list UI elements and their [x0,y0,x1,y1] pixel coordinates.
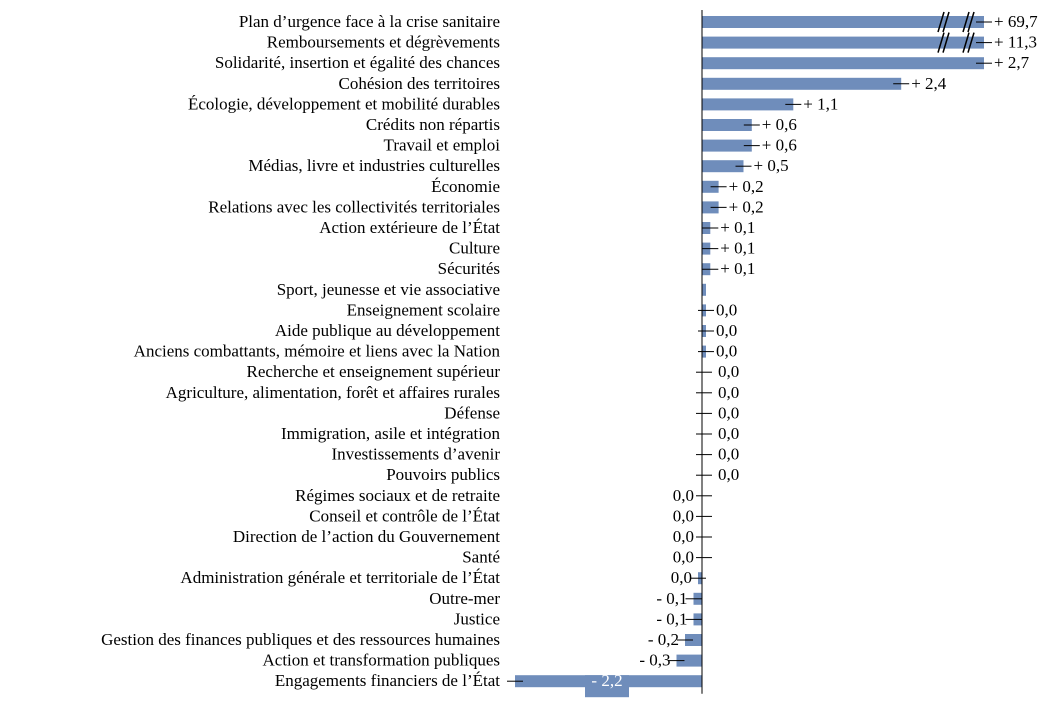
value-label: - 0,1 [656,589,687,608]
value-label: 0,0 [673,506,694,525]
value-label: + 0,2 [729,177,764,196]
value-label: 0,0 [718,465,739,484]
bar [702,16,984,28]
axis-breaks-layer [937,11,975,53]
category-label: Défense [444,403,500,422]
category-label: Culture [449,239,500,258]
value-label: + 2,4 [911,74,947,93]
axis-break-mark [937,32,950,53]
value-label: 0,0 [671,568,692,587]
category-label: Santé [462,548,500,567]
value-label: 0,0 [718,445,739,464]
axis-break-mark [937,11,950,33]
category-label: Recherche et enseignement supérieur [247,362,501,381]
category-label: Régimes sociaux et de retraite [295,486,500,505]
bar [702,98,794,111]
bar [702,36,984,49]
value-label: + 0,1 [720,218,755,237]
category-label: Action extérieure de l’État [319,218,500,237]
axis-break-mark [962,11,975,33]
category-label: Investissements d’avenir [331,445,500,464]
category-label: Travail et emploi [384,136,501,155]
bar [702,57,984,70]
bar [702,77,902,90]
bar [702,201,719,214]
category-label: Sport, jeunesse et vie associative [277,280,500,299]
category-label: Direction de l’action du Gouvernement [233,527,500,546]
category-label: Gestion des finances publiques et des re… [101,630,500,649]
bar [702,283,706,296]
value-label: - 0,3 [639,651,670,670]
category-label: Relations avec les collectivités territo… [208,197,500,216]
category-label: Solidarité, insertion et égalité des cha… [215,53,500,72]
value-label: + 11,3 [994,33,1037,52]
value-label: 0,0 [716,342,737,361]
bar [702,160,744,173]
value-label: 0,0 [673,527,694,546]
category-label: Médias, livre et industries culturelles [248,156,500,175]
value-label: 0,0 [673,548,694,567]
value-label: + 0,2 [729,197,764,216]
value-label: 0,0 [716,321,737,340]
value-label: + 0,6 [762,136,797,155]
value-label: - 0,2 [648,630,679,649]
value-label: 0,0 [718,424,739,443]
category-label: Plan d’urgence face à la crise sanitaire [239,12,500,31]
error-marks-layer [507,21,992,682]
value-label: 0,0 [673,486,694,505]
category-label: Conseil et contrôle de l’État [309,506,500,525]
value-label: + 0,6 [762,115,797,134]
bar [685,634,702,646]
category-label: Engagements financiers de l’État [275,671,500,690]
value-label: 0,0 [718,403,739,422]
category-label: Crédits non répartis [366,115,500,134]
value-label: 0,0 [718,362,739,381]
bar [676,654,702,667]
category-label: Pouvoirs publics [386,465,500,484]
category-label: Économie [431,177,500,196]
category-label: Justice [454,609,500,628]
bar [702,139,752,152]
value-label: + 0,1 [720,259,755,278]
category-label: Administration générale et territoriale … [180,568,500,587]
value-label: + 69,7 [994,12,1038,31]
category-label: Écologie, développement et mobilité dura… [188,94,500,113]
value-label: + 0,5 [754,156,789,175]
value-label: 0,0 [716,300,737,319]
value-label: 0,0 [718,383,739,402]
category-label: Remboursements et dégrèvements [267,33,500,52]
category-label: Sécurités [438,259,500,278]
bars-layer [515,16,984,688]
category-label: Immigration, asile et intégration [281,424,501,443]
category-labels-layer: Plan d’urgence face à la crise sanitaire… [101,12,500,690]
category-label: Cohésion des territoires [339,74,500,93]
category-label: Aide publique au développement [275,321,500,340]
value-label: + 0,1 [720,239,755,258]
value-labels-layer: + 69,7+ 11,3+ 2,7+ 2,4+ 1,1+ 0,6+ 0,6+ 0… [585,12,1038,698]
axis-break-mark [962,32,975,53]
value-label: - 0,1 [656,609,687,628]
value-label: + 2,7 [994,53,1030,72]
value-label: - 2,2 [591,671,622,690]
value-label-background [585,675,629,698]
category-label: Outre-mer [429,589,500,608]
category-label: Agriculture, alimentation, forêt et affa… [166,383,500,402]
category-label: Anciens combattants, mémoire et liens av… [134,342,501,361]
category-label: Enseignement scolaire [347,300,500,319]
value-label: + 1,1 [803,94,838,113]
bar [702,180,719,193]
category-label: Action et transformation publiques [263,651,500,670]
bar [702,119,752,131]
